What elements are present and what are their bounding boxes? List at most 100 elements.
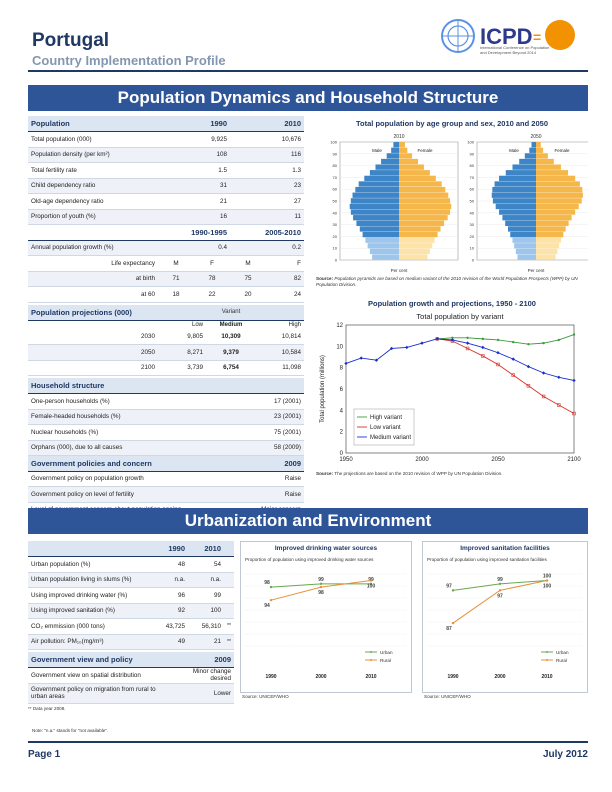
pyramid-bar-male xyxy=(519,158,536,165)
pyramid-bar-female xyxy=(399,203,452,210)
pyramid-age-tick: 20 xyxy=(333,234,338,239)
x-tick-label: 1990 xyxy=(265,674,276,680)
data-label: 100 xyxy=(367,584,376,590)
pyramid-bar-female xyxy=(399,237,435,243)
population-tables: Population 1990 2010 Total population (0… xyxy=(28,116,304,518)
data-point xyxy=(511,373,515,377)
table-row: Urban population living in slums (%) n.a.… xyxy=(28,572,234,588)
pyramid-bar-female xyxy=(536,170,569,176)
pyramid-bar-male xyxy=(356,220,399,226)
data-point xyxy=(369,579,373,582)
table-row: Female-headed households (%) 23 (2001) xyxy=(28,409,304,425)
x-tick-label: 2100 xyxy=(567,457,581,463)
x-tick-label: 2000 xyxy=(315,674,326,680)
pyramid-source: Source: Population pyramids are based on… xyxy=(316,276,578,287)
pyramid-bar-female xyxy=(399,209,451,215)
page-number: Page 1 xyxy=(28,749,61,760)
data-point xyxy=(420,341,424,345)
data-point xyxy=(527,343,530,346)
pyramid-bar-female xyxy=(536,220,569,226)
series-line-rural xyxy=(452,580,548,624)
pyramid-bar-female xyxy=(536,203,579,210)
pyramid-bar-female xyxy=(399,153,413,159)
data-point xyxy=(465,346,470,351)
pyramid-year-label: 2050 xyxy=(530,134,541,140)
data-point xyxy=(466,336,469,339)
data-point xyxy=(545,579,549,582)
section-banner-population: Population Dynamics and Household Struct… xyxy=(28,85,588,111)
pyramid-bar-female xyxy=(536,192,583,198)
pyramid-xlabel: Per cent xyxy=(528,268,546,273)
pyramid-bar-male xyxy=(517,254,536,260)
logo-description: International Conference on Population a… xyxy=(480,45,550,55)
table-row: Urban population (%) 48 54 xyxy=(28,556,234,573)
pyramid-age-tick: 40 xyxy=(333,210,338,215)
pyramid-bar-male xyxy=(495,203,536,210)
legend-marker xyxy=(370,651,372,653)
pyramid-year-label: 2010 xyxy=(393,134,404,140)
pyramid-bar-male xyxy=(505,170,536,176)
data-point xyxy=(269,598,273,602)
legend-marker xyxy=(546,651,548,653)
pyramid-bar-female xyxy=(536,164,561,170)
series-line-1 xyxy=(437,338,575,414)
pyramid-bar-male xyxy=(352,192,399,198)
pyramid-bar-female xyxy=(399,220,445,226)
pyramid-bar-female xyxy=(399,198,451,204)
data-point xyxy=(319,585,323,589)
pyramid-bar-female xyxy=(399,186,446,193)
header-divider xyxy=(28,70,588,72)
un-emblem-icon xyxy=(441,19,475,53)
table-row: Total population (000) 9,925 10,676 xyxy=(28,131,304,148)
sanitation-chart: 1990 2000 2010 97 99 100 Urban 87 97 100 Rural xyxy=(427,574,583,680)
page-subtitle: Country Implementation Profile xyxy=(32,53,226,68)
table-row: 2050 8,271 9,379 10,584 xyxy=(28,344,304,361)
table-row: Using improved drinking water (%) 96 99 xyxy=(28,587,234,604)
sanitation-chart-subtitle: Proportion of population using improved … xyxy=(427,557,547,562)
data-point xyxy=(435,337,439,341)
pyramid-bar-female xyxy=(399,175,436,182)
pyramid-age-tick: 60 xyxy=(333,187,338,192)
data-point xyxy=(451,621,455,625)
pyramid-age-tick: 100 xyxy=(467,140,474,145)
pyramid-bar-female xyxy=(399,231,438,238)
data-label: 100 xyxy=(543,574,552,580)
table-row: Orphans (000), due to all causes 58 (2009… xyxy=(28,440,304,456)
y-tick-label: 8 xyxy=(340,366,344,372)
pyramid-bar-male xyxy=(369,248,399,255)
data-point xyxy=(496,351,500,355)
pyramid-bar-male xyxy=(508,226,536,232)
y-tick-label: 4 xyxy=(340,408,344,414)
x-tick-label: 2000 xyxy=(494,674,505,680)
pyramid-bar-female xyxy=(399,215,448,221)
data-label: 99 xyxy=(497,577,503,583)
data-point xyxy=(498,582,502,586)
data-point xyxy=(481,337,484,341)
growth-chart-subtitle: Total population by variant xyxy=(416,312,504,321)
data-point xyxy=(451,336,454,339)
legend-label: Medium variant xyxy=(370,435,411,441)
table-row: Child dependency ratio 31 23 xyxy=(28,178,304,194)
section-banner-urbanization: Urbanization and Environment xyxy=(28,508,588,534)
table-row: Government policy on population growth Ra… xyxy=(28,471,304,487)
table-row: Air pollution: PM₁₀(mg/m³) 49 21 ** xyxy=(28,634,234,650)
logo-orange-circle-icon xyxy=(545,20,575,50)
pyramid-bar-male xyxy=(353,215,399,221)
table-row: Population density (per km²) 108 116 xyxy=(28,147,304,163)
pyramid-bar-male xyxy=(494,181,536,187)
table-row: Annual population growth (%) 0.4 0.2 xyxy=(28,240,304,256)
pyramid-bar-female xyxy=(536,153,548,159)
pyramid-bar-male xyxy=(364,175,399,182)
data-point xyxy=(369,582,373,586)
pyramid-bar-male xyxy=(512,237,536,243)
household-table: Household structure One-person household… xyxy=(28,378,304,518)
x-tick-label: 1950 xyxy=(339,457,353,463)
pyramid-age-tick: 10 xyxy=(470,246,475,251)
data-label: 98 xyxy=(318,590,324,596)
water-chart-title: Improved drinking water sources xyxy=(274,545,378,552)
pyramid-bar-female xyxy=(399,181,442,187)
data-point xyxy=(374,358,379,362)
population-table: Population 1990 2010 Total population (0… xyxy=(28,116,304,303)
pyramid-bar-male xyxy=(393,142,399,148)
